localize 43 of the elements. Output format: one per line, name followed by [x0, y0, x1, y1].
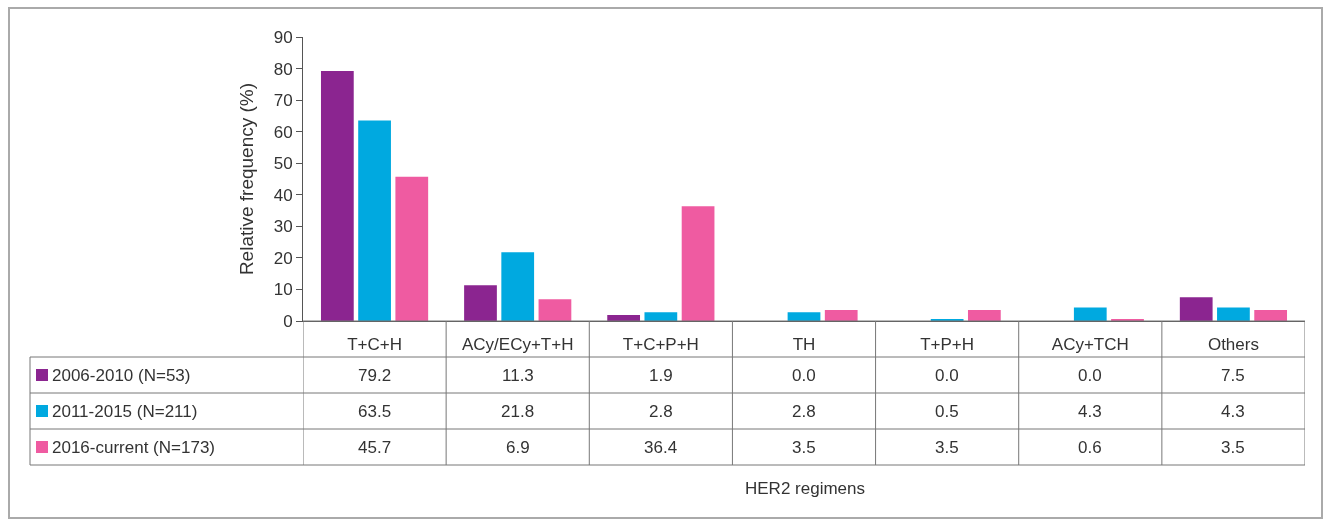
y-tick-label: 50 — [273, 154, 293, 174]
x-tick-label: Others — [1207, 335, 1259, 355]
y-axis-title: Relative frequency (%) — [235, 82, 257, 276]
x-tick-label: ACy+TCH — [1051, 335, 1129, 355]
data-label: 3.5 — [792, 438, 816, 457]
x-tick-label: T+P+H — [920, 335, 975, 355]
y-tick-label: 60 — [273, 122, 293, 142]
data-label: 63.5 — [358, 402, 392, 421]
y-tick-label: 40 — [273, 185, 293, 205]
legend-label: 2006-2010 (N=53) — [52, 366, 191, 385]
y-tick-label: 30 — [273, 217, 293, 237]
y-tick-label: 70 — [273, 91, 293, 111]
data-label: 7.5 — [1221, 366, 1245, 385]
data-label: 1.9 — [649, 366, 673, 385]
data-label: 0.0 — [935, 366, 959, 385]
data-label: 2.8 — [792, 402, 816, 421]
y-tick-label: 0 — [283, 311, 293, 331]
y-tick-label: 20 — [273, 248, 293, 268]
data-label: 6.9 — [506, 438, 530, 457]
data-label: 36.4 — [644, 438, 678, 457]
data-label: 79.2 — [358, 366, 392, 385]
data-label: 45.7 — [358, 438, 392, 457]
x-tick-label: TH — [792, 335, 816, 355]
data-label: 0.5 — [935, 402, 959, 421]
text: HER2 regimens — [745, 479, 865, 498]
data-label: 4.3 — [1221, 402, 1245, 421]
data-label: 4.3 — [1078, 402, 1102, 421]
data-label: 21.8 — [501, 402, 535, 421]
x-tick-label: T+C+P+H — [622, 335, 699, 355]
x-tick-label: T+C+H — [347, 335, 402, 355]
y-tick-label: 10 — [273, 280, 293, 300]
y-tick-label: 90 — [273, 27, 293, 47]
data-label: 11.3 — [502, 366, 534, 385]
data-label: 0.0 — [792, 366, 816, 385]
x-tick-label: ACy/ECy+T+H — [461, 335, 574, 355]
y-tick-label: 80 — [273, 59, 293, 79]
data-label: 0.0 — [1078, 366, 1102, 385]
data-label: 0.6 — [1078, 438, 1102, 457]
legend-label: 2016-current (N=173) — [52, 438, 216, 457]
legend-label: 2011-2015 (N=211) — [52, 402, 198, 421]
data-label: 3.5 — [935, 438, 959, 457]
data-label: 2.8 — [649, 402, 673, 421]
data-label: 3.5 — [1221, 438, 1245, 457]
